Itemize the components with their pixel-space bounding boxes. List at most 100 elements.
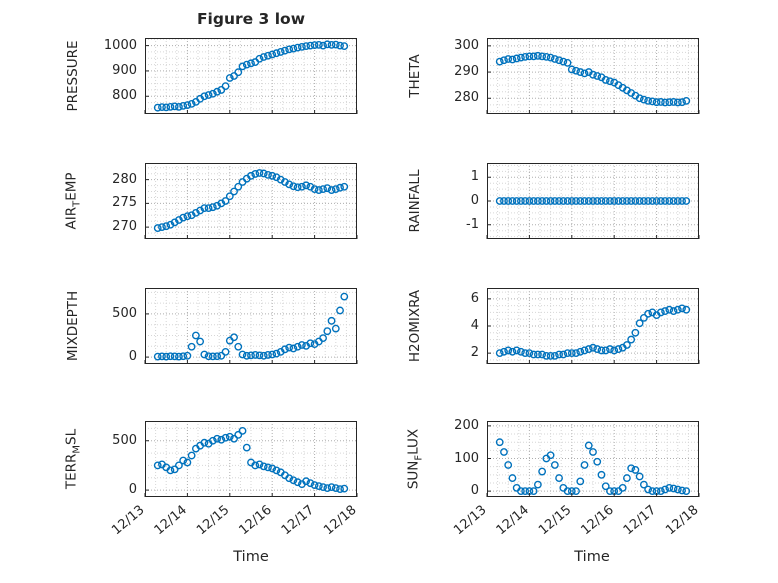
xlabel-time-right: Time [574,549,610,565]
subplot-terr-msl: 12/13 12/14 12/15 12/16 12/17 12/18 0 500 TERRMS… [64,421,360,538]
x-tick-label: 12/14 [494,503,532,539]
ylabel-subscript: F [413,454,425,461]
ylabel-text: SUN [405,460,422,490]
y-tick-label: 0 [470,483,479,499]
y-tick-label: 275 [112,195,137,211]
x-tick-labels: 12/13 12/14 12/15 12/16 12/17 12/18 [109,503,359,539]
ylabel-text: AIR [63,206,80,230]
x-tick-label: 12/16 [236,503,274,539]
xlabel-time-left: Time [233,549,269,565]
y-tick-label: 900 [112,62,137,78]
y-tick-label: 0 [128,482,137,498]
subplot-theta: 280 290 300 THETA [407,38,700,114]
ylabel-text: LUX [405,428,422,455]
plot-area-mixdepth [144,288,358,364]
x-tick-label: 12/17 [279,503,317,539]
y-tick-label: 290 [454,64,479,80]
ylabel-pressure: PRESSURE [65,41,81,112]
y-tick-label: 280 [454,90,479,106]
axis-ticks [486,45,700,114]
plot-area-rainfall [486,163,700,239]
y-tick-label: 0 [470,193,479,208]
series-terr-msl [153,426,349,494]
axis-ticks [486,298,700,364]
grid [487,421,699,497]
ylabel-text: RAINFALL [407,169,423,233]
axes-box [145,163,357,239]
axis-ticks [144,313,358,364]
subplot-rainfall: -1 0 1 RAINFALL [407,163,700,239]
ylabel-text: H2OMIXRA [407,289,423,363]
y-tick-label: 300 [454,37,479,53]
axes-box [145,288,357,364]
ylabel-text: PRESSURE [65,40,81,112]
grid [145,288,357,364]
x-tick-label: 12/13 [109,503,147,539]
x-tick-label: 12/18 [321,503,359,539]
series-pressure [153,40,349,112]
subplot-mixdepth: 0 500 MIXDEPTH [65,288,358,364]
subplot-pressure: 800 900 1000 PRESSURE [65,38,358,114]
x-tick-label: 12/15 [194,503,232,539]
y-tick-label: 500 [112,305,137,321]
y-tick-label: 1000 [103,37,137,53]
series-h2omixra [495,304,691,360]
grid [487,288,699,364]
plot-area-theta [486,38,700,114]
ylabel-rainfall: RAINFALL [407,170,423,233]
ylabel-text: EMP [63,172,80,201]
plot-area-sun-flux: 12/13 12/14 12/15 12/16 12/17 12/18 [451,421,702,538]
grid [487,163,699,239]
x-tick-label: 12/18 [663,503,701,539]
axes-box [145,421,357,497]
axis-ticks [486,425,700,497]
y-tick-label: 200 [454,417,479,433]
x-tick-label: 12/13 [451,503,489,539]
series-rainfall [495,197,691,205]
ylabel-text: MIXDEPTH [65,290,81,362]
y-tick-label: 0 [128,349,137,365]
y-tick-label: 1 [470,169,479,185]
y-tick-label: 270 [112,219,137,235]
ylabel-text: TERR [63,453,80,490]
ylabel-text: THETA [407,54,423,98]
y-tick-label: -1 [466,216,479,232]
ylabel-subscript: T [71,200,83,207]
ylabel-mixdepth: MIXDEPTH [65,291,81,361]
series-sun-flux [495,438,691,496]
series-mixdepth [153,292,349,361]
x-tick-label: 12/16 [578,503,616,539]
x-tick-label: 12/17 [621,503,659,539]
series-air-temp [153,169,349,232]
y-tick-label: 6 [470,290,479,306]
axes-box [145,38,357,114]
plot-area-terr-msl: 12/13 12/14 12/15 12/16 12/17 12/18 [109,421,360,538]
y-tick-label: 500 [112,432,137,448]
y-tick-label: 280 [112,171,137,187]
plot-area-h2omixra [486,288,700,364]
ylabel-air-temp: AIRTEMP [64,172,83,229]
y-tick-label: 100 [454,450,479,466]
ylabel-terr-msl: TERRMSL [64,429,83,489]
plot-area-pressure [144,38,358,114]
x-tick-labels: 12/13 12/14 12/15 12/16 12/17 12/18 [451,503,701,539]
axis-ticks [486,176,700,239]
series-theta [495,51,691,107]
subplot-air-temp: 270 275 280 AIRTEMP [64,163,358,239]
grid [145,163,357,239]
grid [145,38,357,114]
ylabel-sun-flux: SUNFLUX [406,429,425,489]
y-tick-label: 2 [470,345,479,361]
axis-ticks [144,45,358,114]
grid [487,38,699,114]
subplot-h2omixra: 2 4 6 H2OMIXRA [407,288,700,364]
ylabel-subscript: M [71,444,83,454]
axis-ticks [144,440,358,497]
ylabel-theta: THETA [407,54,423,97]
figure-title: Figure 3 low [196,10,306,28]
y-tick-label: 800 [112,88,137,104]
axis-ticks [144,179,358,239]
subplot-sun-flux: 12/13 12/14 12/15 12/16 12/17 12/18 0 100 200 SUN… [406,418,702,538]
x-tick-label: 12/14 [152,503,190,539]
